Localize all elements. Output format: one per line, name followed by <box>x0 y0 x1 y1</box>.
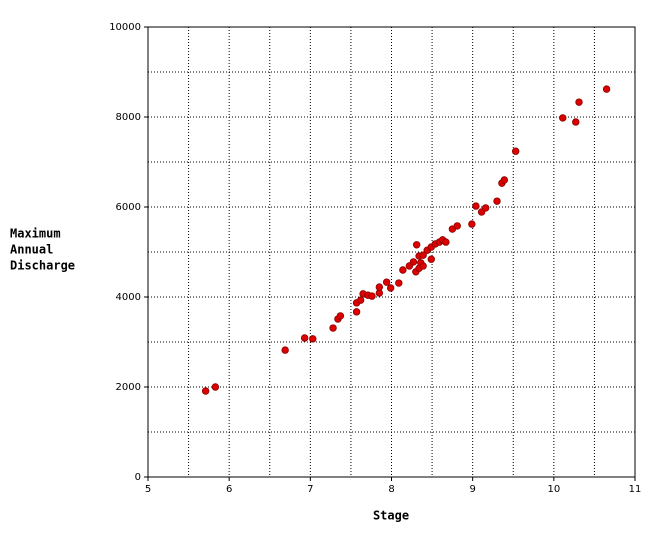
point <box>472 202 480 210</box>
point <box>419 251 427 259</box>
y-tick-label: 4000 <box>116 292 141 303</box>
x-tick-label: 11 <box>629 484 642 495</box>
point <box>468 220 476 228</box>
point <box>412 241 421 249</box>
point <box>375 283 384 291</box>
point <box>511 147 520 155</box>
x-tick-label: 9 <box>469 484 475 495</box>
point <box>356 296 365 304</box>
point <box>368 292 376 300</box>
y-tick-label: 0 <box>135 472 141 483</box>
point <box>575 98 583 106</box>
point <box>395 279 403 287</box>
point <box>453 222 461 230</box>
point <box>442 238 450 246</box>
y-tick-label: 8000 <box>116 112 141 123</box>
point <box>572 118 580 126</box>
point <box>500 176 509 184</box>
x-tick-label: 7 <box>307 484 313 495</box>
point <box>493 197 501 205</box>
point <box>386 284 395 292</box>
point <box>559 114 567 122</box>
y-axis-label: Annual <box>10 243 53 257</box>
point <box>336 312 345 320</box>
point <box>419 262 427 270</box>
y-tick-label: 6000 <box>116 202 141 213</box>
point <box>382 278 391 286</box>
point <box>427 255 435 263</box>
y-axis-label: Discharge <box>10 259 75 273</box>
y-axis-label: Maximum <box>10 227 61 241</box>
x-tick-label: 8 <box>388 484 394 495</box>
x-tick-label: 6 <box>226 484 232 495</box>
point <box>602 85 611 93</box>
point <box>409 258 418 266</box>
y-tick-label: 2000 <box>116 382 141 393</box>
x-tick-label: 10 <box>547 484 560 495</box>
point <box>211 383 220 391</box>
y-tick-label: 10000 <box>109 22 141 33</box>
x-axis-label: Stage <box>373 509 409 523</box>
x-tick-label: 5 <box>145 484 151 495</box>
point <box>309 335 317 343</box>
point <box>352 308 361 316</box>
point <box>281 346 289 354</box>
point <box>399 266 407 274</box>
point <box>329 324 337 332</box>
point <box>300 334 309 342</box>
point <box>201 387 210 395</box>
point <box>481 204 490 212</box>
